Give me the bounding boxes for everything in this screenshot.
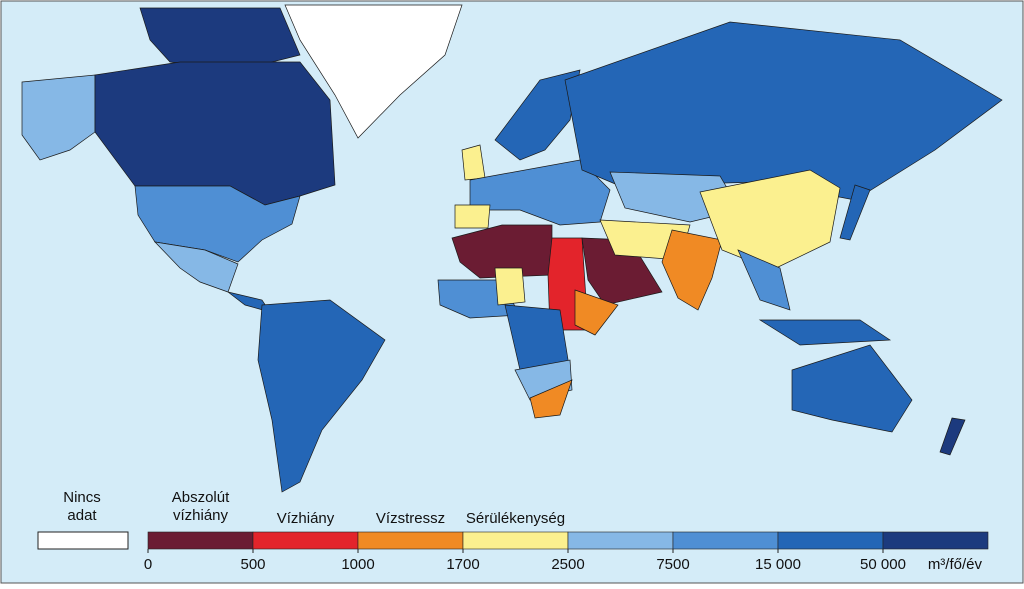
legend-segment xyxy=(357,531,464,550)
legend-label: Vízstressz xyxy=(376,510,445,527)
new-zealand xyxy=(939,417,966,456)
southeast-asia xyxy=(737,249,791,311)
legend-label: Sérülékenység xyxy=(466,510,565,527)
russia xyxy=(564,21,1003,201)
legend-segment xyxy=(672,531,779,550)
tick-label: 50 000 xyxy=(860,556,906,573)
legend-segment xyxy=(147,531,254,550)
legend-segment xyxy=(882,531,989,550)
tick-label: 1700 xyxy=(446,556,479,573)
world-map xyxy=(21,4,1003,493)
legend: Nincs adat Abszolút vízhiány Vízhiány Vízstre… xyxy=(37,489,989,573)
legend-label: Vízhiány xyxy=(277,510,335,527)
legend-segment xyxy=(777,531,884,550)
south-africa xyxy=(529,379,573,419)
tick-label: 500 xyxy=(240,556,265,573)
unit-label: m³/fő/év xyxy=(928,556,983,573)
legend-label: Abszolút vízhiány xyxy=(172,489,230,524)
tick-label: 15 000 xyxy=(755,556,801,573)
legend-segment xyxy=(462,531,569,550)
east-africa xyxy=(574,289,619,336)
south-america xyxy=(257,299,386,493)
indonesia xyxy=(758,319,892,346)
usa xyxy=(134,185,301,263)
iberia xyxy=(454,204,491,229)
tick-label: 0 xyxy=(144,556,152,573)
legend-segment xyxy=(567,531,674,550)
legend-label: Nincs adat xyxy=(63,489,101,524)
tick-label: 2500 xyxy=(551,556,584,573)
china xyxy=(699,169,841,271)
legend-segment xyxy=(252,531,359,550)
no-data-swatch xyxy=(37,531,129,550)
scandinavia xyxy=(494,69,581,161)
greenland xyxy=(284,4,463,139)
nigeria xyxy=(494,267,526,306)
australia xyxy=(791,344,913,433)
tick-label: 1000 xyxy=(341,556,374,573)
tick-label: 7500 xyxy=(656,556,689,573)
japan xyxy=(839,184,871,241)
